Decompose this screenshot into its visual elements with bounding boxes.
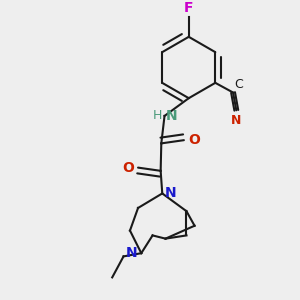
Text: H: H <box>153 110 162 122</box>
Text: O: O <box>188 133 200 147</box>
Text: C: C <box>235 78 243 91</box>
Text: O: O <box>122 160 134 175</box>
Text: N: N <box>165 186 176 200</box>
Text: F: F <box>184 1 194 15</box>
Text: N: N <box>231 113 242 127</box>
Text: N: N <box>166 109 177 123</box>
Text: N: N <box>126 246 137 260</box>
